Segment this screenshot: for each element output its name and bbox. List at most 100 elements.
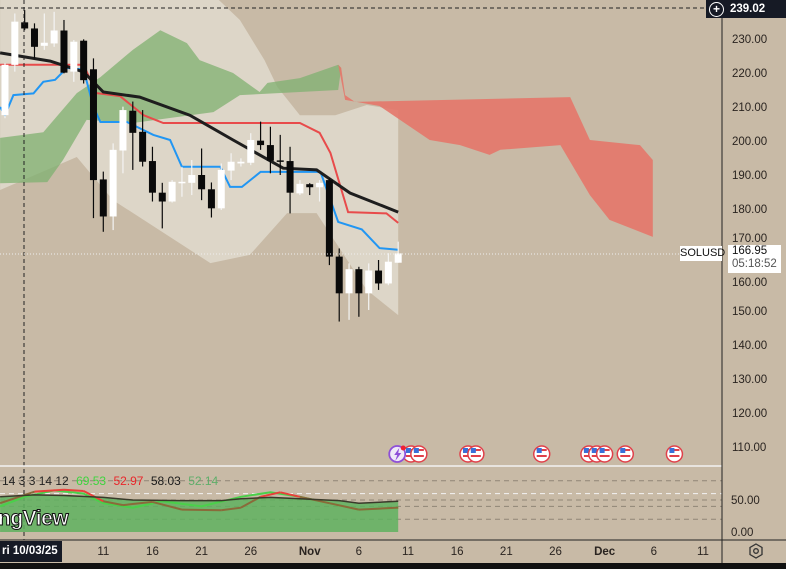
axis-settings-icon[interactable]	[748, 543, 764, 559]
candle-body	[335, 256, 343, 294]
us-economic-event-flag-icon[interactable]	[616, 445, 635, 463]
time-axis-label: 6	[651, 546, 657, 558]
candle[interactable]	[237, 158, 245, 167]
candle-body	[70, 41, 78, 72]
candle[interactable]	[306, 183, 314, 196]
candle-body	[384, 261, 392, 284]
candle-body	[129, 110, 137, 133]
candle[interactable]	[60, 19, 68, 74]
us-economic-event-flag-icon[interactable]	[410, 445, 428, 463]
candles[interactable]	[1, 10, 402, 322]
events-row[interactable]	[388, 445, 684, 463]
oscillator-d-line	[329, 502, 360, 511]
candle[interactable]	[325, 178, 333, 266]
candle[interactable]	[168, 180, 176, 203]
candle[interactable]	[384, 253, 392, 286]
flag-stripe	[620, 455, 631, 457]
oscillator-d-line	[221, 506, 242, 512]
candle-body	[178, 181, 186, 184]
candle[interactable]	[30, 23, 38, 59]
candle-body	[60, 30, 68, 73]
lightning-event-icon[interactable]	[388, 445, 407, 463]
candle[interactable]	[365, 263, 373, 310]
candle-body	[50, 30, 58, 44]
us-economic-event-flag-icon[interactable]	[467, 445, 485, 463]
candle-body	[109, 149, 117, 217]
candle[interactable]	[11, 13, 19, 72]
oscillator-pane	[0, 480, 722, 532]
candle[interactable]	[257, 121, 265, 150]
candle-body	[345, 269, 353, 294]
price-axis-label: 150.00	[732, 306, 767, 318]
candle[interactable]	[188, 160, 196, 196]
candle[interactable]	[207, 182, 215, 218]
candle-body	[168, 181, 176, 202]
candle[interactable]	[247, 133, 255, 166]
candle-body	[237, 161, 245, 164]
candle[interactable]	[316, 180, 324, 202]
candle[interactable]	[119, 106, 127, 174]
candle[interactable]	[227, 153, 235, 181]
candle[interactable]	[99, 171, 107, 232]
price-axis[interactable]: 230.00 220.00 210.00 200.00 190.00 180.00 170.…	[732, 34, 767, 454]
crosshair-price: 239.02	[730, 3, 766, 15]
price-axis-label: 120.00	[732, 408, 767, 420]
oscillator-params: 14 3 3 14 12	[2, 474, 69, 488]
price-axis-label: 200.00	[732, 136, 767, 148]
candle[interactable]	[355, 266, 363, 317]
candle-body	[247, 139, 255, 163]
candle[interactable]	[129, 101, 137, 170]
candle[interactable]	[148, 146, 156, 202]
candle[interactable]	[335, 248, 343, 322]
candle[interactable]	[89, 58, 97, 219]
flag-canton	[591, 448, 597, 453]
candle-body	[325, 180, 333, 257]
us-economic-event-flag-icon[interactable]	[665, 445, 684, 463]
oscillator-d-line	[103, 500, 124, 507]
flag-canton	[405, 448, 411, 453]
candle[interactable]	[276, 134, 284, 175]
candle[interactable]	[375, 260, 383, 290]
candle[interactable]	[286, 146, 294, 214]
bottom-bar	[0, 563, 786, 569]
cloud-bearish	[338, 64, 653, 237]
price-axis-label: 170.00	[732, 233, 767, 245]
candle[interactable]	[139, 110, 147, 167]
crosshair-date-label: ri 10/03/25	[0, 541, 62, 562]
candle[interactable]	[345, 263, 353, 320]
candle[interactable]	[296, 180, 304, 196]
flag-canton	[599, 448, 605, 453]
candle[interactable]	[198, 148, 206, 201]
candle[interactable]	[394, 241, 402, 263]
candle-body	[119, 110, 127, 151]
candle[interactable]	[178, 166, 186, 197]
add-alert-plus-icon[interactable]: +	[709, 1, 724, 17]
price-axis-label: 220.00	[732, 68, 767, 80]
candle[interactable]	[80, 39, 88, 84]
candle-body	[80, 40, 88, 81]
candle[interactable]	[158, 182, 166, 229]
us-economic-event-flag-icon[interactable]	[532, 445, 551, 463]
time-axis-label: 26	[549, 546, 562, 558]
flag-stripe	[536, 455, 547, 457]
candle[interactable]	[217, 163, 225, 211]
candle[interactable]	[1, 63, 9, 119]
candle[interactable]	[50, 11, 58, 47]
candle[interactable]	[266, 126, 274, 174]
oscillator-axis-label: 50.00	[731, 495, 760, 507]
candle[interactable]	[70, 40, 78, 82]
oscillator-d-line	[0, 490, 35, 505]
candle[interactable]	[40, 13, 48, 50]
notification-dot	[400, 445, 406, 451]
candle[interactable]	[109, 143, 117, 231]
us-economic-event-flag-icon[interactable]	[595, 445, 614, 463]
price-axis-label: 140.00	[732, 340, 767, 352]
flag-stripe	[599, 455, 610, 457]
time-axis[interactable]: 11 16 21 26 Nov 6 11 16 21 26 Dec 6 11	[97, 546, 709, 558]
candle-body	[1, 64, 9, 116]
flag-canton	[669, 448, 675, 453]
candle-body	[217, 169, 225, 209]
price-axis-label: 110.00	[732, 442, 766, 454]
candle[interactable]	[21, 10, 29, 31]
